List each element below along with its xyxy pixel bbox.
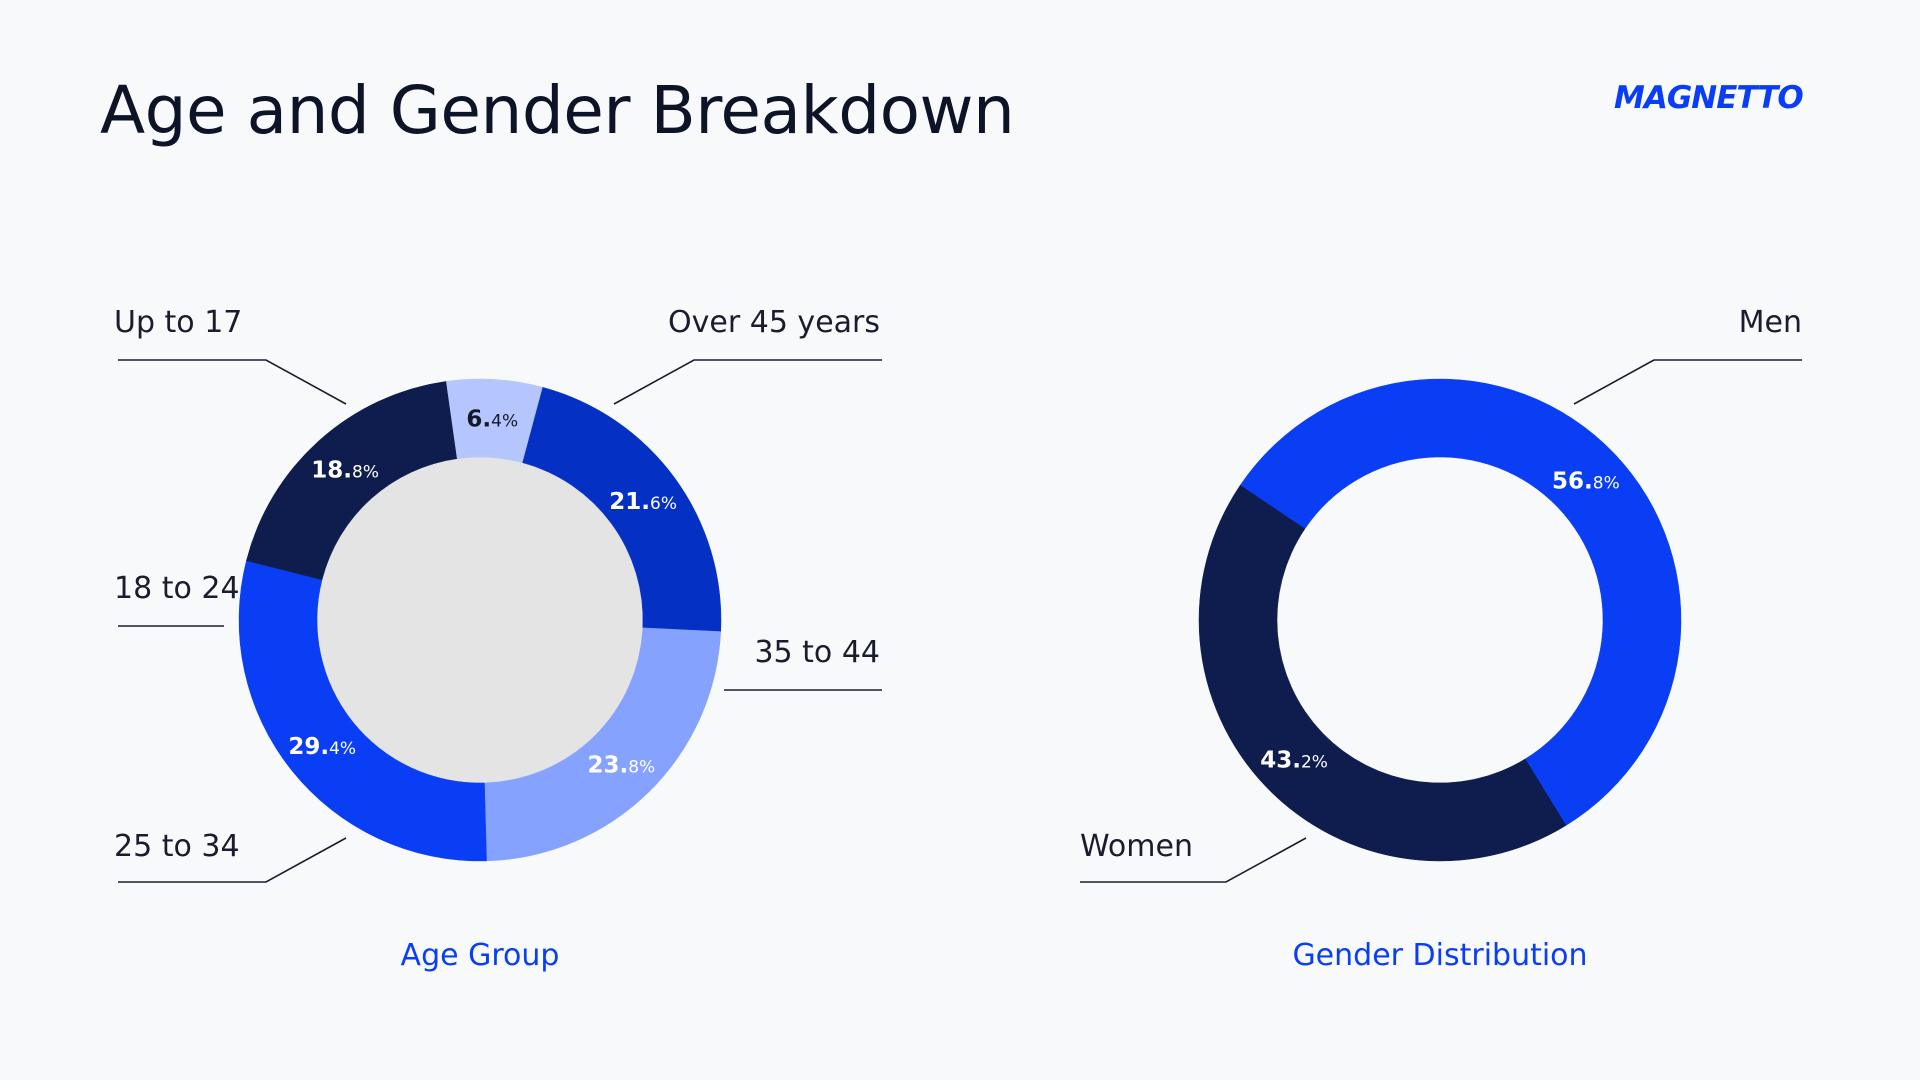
- value-label-over-45-years: 21.6%: [609, 489, 677, 515]
- callout-line-women: [1080, 837, 1307, 883]
- slice-18-to-24: [246, 381, 458, 581]
- callout-line-25-to-34: [118, 837, 347, 883]
- value-label-25-to-34: 29.4%: [288, 734, 356, 760]
- chart-gender-distribution: 56.8% Men 43.2% Women Gender Distribution: [1080, 305, 1802, 973]
- page-title: Age and Gender Breakdown: [100, 72, 1015, 149]
- value-label-18-to-24: 18.8%: [311, 458, 379, 484]
- value-label-women: 43.2%: [1260, 748, 1328, 774]
- category-label-18-to-24: 18 to 24: [114, 571, 240, 606]
- category-label-women: Women: [1080, 829, 1193, 864]
- donut-center: [317, 457, 643, 783]
- slice-35-to-44: [484, 627, 721, 862]
- category-label-over-45-years: Over 45 years: [668, 305, 880, 340]
- slice-women: [1198, 484, 1567, 862]
- slice-men: [1239, 378, 1682, 826]
- value-label-men: 56.8%: [1552, 468, 1620, 494]
- value-label-up-to-17: 6.4%: [466, 406, 518, 432]
- category-label-up-to-17: Up to 17: [114, 305, 242, 340]
- value-label-35-to-44: 23.8%: [587, 752, 655, 778]
- callout-line-over-45-years: [613, 359, 882, 405]
- slice-up-to-17: [446, 378, 543, 463]
- chart-caption-age-group: Age Group: [401, 938, 560, 973]
- category-label-35-to-44: 35 to 44: [754, 635, 880, 670]
- chart-caption-gender-distribution: Gender Distribution: [1292, 938, 1587, 973]
- callout-line-men: [1573, 359, 1802, 405]
- brand-logo: MAGNETTO: [1614, 80, 1804, 116]
- slice-over-45-years: [521, 386, 722, 632]
- slice-25-to-34: [238, 560, 487, 862]
- category-label-men: Men: [1739, 305, 1802, 340]
- chart-age-group: 21.6% Over 45 years 23.8% 35 to 44 29.4% 25 t…: [114, 305, 882, 973]
- callout-line-up-to-17: [118, 359, 347, 405]
- category-label-25-to-34: 25 to 34: [114, 829, 240, 864]
